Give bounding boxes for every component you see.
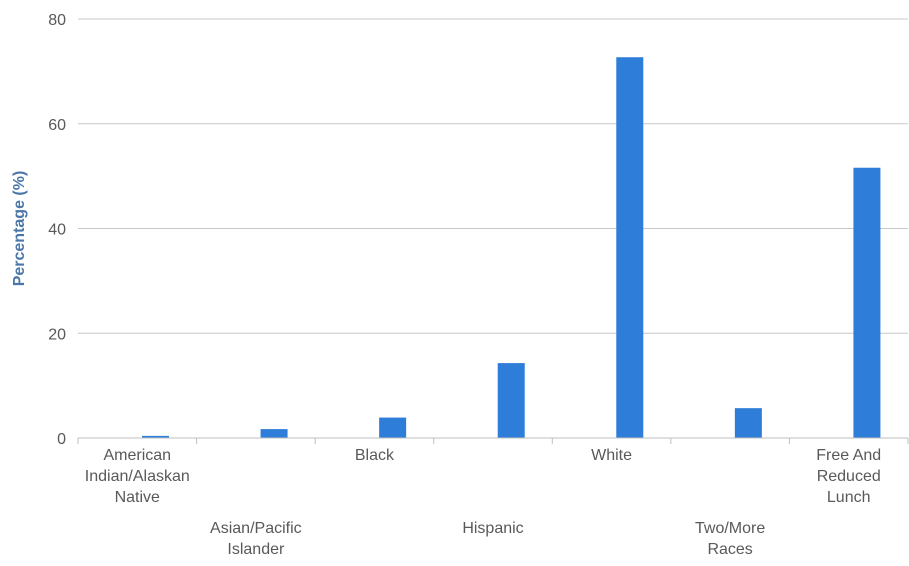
x-tick-label: American Indian/Alaskan Native [85, 447, 190, 506]
x-tick-label: Hispanic [462, 520, 523, 537]
x-tick-label: Asian/Pacific Islander [210, 520, 302, 558]
bar [260, 429, 288, 438]
y-tick-label: 40 [48, 222, 66, 239]
gridlines [78, 18, 908, 334]
y-axis-title: Percentage (%) [11, 171, 28, 287]
bar [734, 408, 762, 438]
y-axis-ticks: 0 20 40 60 80 [48, 12, 66, 448]
bar [379, 417, 407, 438]
bar [497, 363, 525, 438]
y-tick-label: 80 [48, 12, 66, 29]
y-tick-label: 60 [48, 117, 66, 134]
bar [616, 57, 644, 438]
x-axis-labels: American Indian/Alaskan Native Asian/Pacifi… [85, 447, 881, 558]
bar [142, 435, 169, 438]
x-axis [77, 437, 909, 444]
x-tick-label: White [591, 447, 632, 464]
bars [142, 57, 881, 438]
x-tick-label: Two/More Races [695, 520, 765, 558]
y-tick-label: 20 [48, 326, 66, 343]
x-tick-label: Black [355, 447, 395, 464]
bar [853, 167, 881, 438]
y-tick-label: 0 [57, 431, 66, 448]
x-tick-label: Free And Reduced Lunch [816, 447, 881, 506]
